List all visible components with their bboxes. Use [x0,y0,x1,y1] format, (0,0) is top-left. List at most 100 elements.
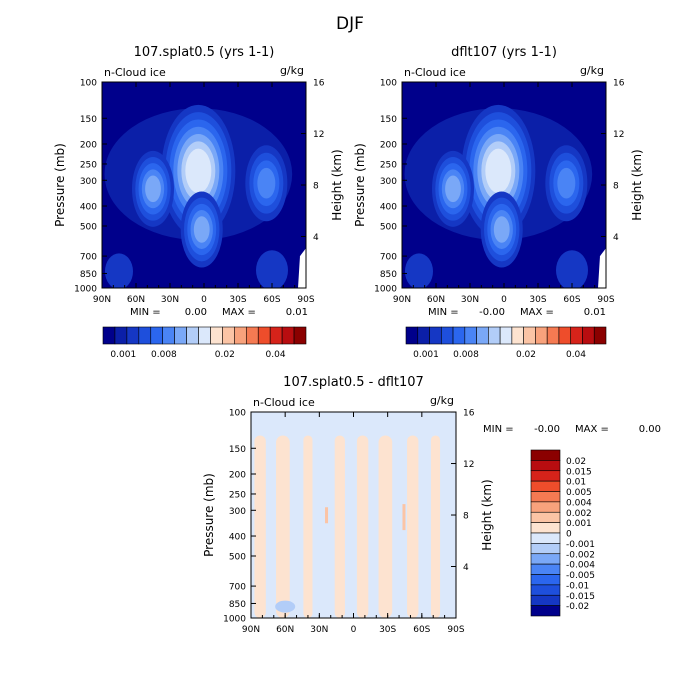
x-tick-label: 30N [310,625,328,635]
colorbar-swatch [499,326,513,345]
units-label: g/kg [580,64,604,77]
colorbar-swatch [546,326,560,345]
colorbar-tick-label: 0.015 [566,467,592,477]
y-tick-label: 700 [380,253,397,263]
stats-line-0: MIN = 0.00 MAX = 0.01 [130,307,308,318]
y-tick-label: 300 [380,177,397,187]
x-tick-label: 90N [242,625,260,635]
min-value: -0.00 [479,307,505,318]
y2-tick-label: 8 [613,182,619,192]
x-tick-label: 60S [413,625,430,635]
y2-tick-label: 4 [463,563,469,573]
colorbar-tick-label: -0.004 [566,561,595,571]
colorbar-2: 0.020.0150.010.0050.0040.0020.0010-0.001… [530,449,595,617]
diff-spot-negative [275,600,296,613]
x-tick-label: 90S [597,295,614,305]
colorbar-swatch [530,594,561,606]
colorbar-swatch [281,326,295,345]
x-tick-label: 30S [379,625,396,635]
diff-spot-positive [325,507,329,524]
contour-surface-lobe [556,250,588,288]
y-tick-label: 200 [380,141,397,151]
colorbar-tick-label: 0.02 [566,457,586,467]
contour-lower-tropical-lobe-5 [193,216,210,243]
y-tick-label: 200 [80,141,97,151]
max-value: 0.01 [584,307,606,318]
colorbar-tick-label: -0.01 [566,581,589,591]
contour-southern-midlat-maximum-4 [257,167,276,199]
colorbar-swatch [210,326,223,345]
y2-tick-label: 8 [313,182,319,192]
colorbar-tick-label: 0.001 [110,350,136,360]
y-tick-label: 500 [229,552,246,562]
x-tick-label: 30N [161,295,179,305]
panel-title: 107.splat0.5 - dflt107 [283,375,424,390]
colorbar-swatch [452,326,466,345]
variable-label: n-Cloud ice [404,66,466,79]
x-tick-label: 30S [229,295,246,305]
colorbar-tick-label: 0.01 [566,478,586,488]
colorbar-swatch [150,326,164,345]
variable-label: n-Cloud ice [253,396,315,409]
field-contours [402,82,606,288]
max-label: MAX = [575,424,609,435]
colorbar-swatch [530,501,561,513]
colorbar-swatch [222,326,235,345]
colorbar-swatch [530,584,561,596]
colorbar-swatch [257,326,271,345]
x-tick-label: 60N [276,625,294,635]
colorbar-swatch [535,326,548,345]
diff-spot-positive [402,504,406,531]
contour-surface-lobe [256,250,288,288]
y-tick-label: 400 [229,533,246,543]
colorbar-tick-label: 0.008 [151,350,177,360]
field-contours [102,82,306,288]
y2-tick-label: 12 [463,460,474,470]
field-contours [251,412,456,618]
units-label: g/kg [430,394,454,407]
x-tick-label: 90N [393,295,411,305]
colorbar-swatch [523,326,536,345]
min-label: MIN = [130,307,161,318]
x-tick-label: 90N [93,295,111,305]
min-label: MIN = [428,307,459,318]
panel-axes-1: 90N 60N 30N 0 30S 60S 90S 100 150 200 250 300 400 500… [353,45,644,305]
y-tick-label: 850 [380,270,397,280]
diff-stripe [407,435,419,618]
y2-tick-label: 12 [613,130,624,140]
colorbar-tick-label: 0.005 [566,488,592,498]
y-tick-label: 150 [380,115,397,125]
panel-axes-0: 90N 60N 30N 0 30S 60S 90S 100 150 200 250 300 400 500… [53,45,344,305]
y-tick-label: 400 [80,203,97,213]
diff-stripe [378,435,393,618]
colorbar-tick-label: -0.001 [566,540,595,550]
colorbar-swatch [293,326,307,345]
stats-line-2: MIN = -0.00 MAX = 0.00 [483,424,661,435]
diff-stripe [276,435,290,618]
panel-title: dflt107 (yrs 1-1) [451,45,557,60]
diff-stripe [303,435,313,618]
colorbar-swatch [530,532,561,544]
colorbar-swatch [138,326,152,345]
x-tick-label: 0 [351,625,357,635]
contour-tropical-maximum-8 [489,155,508,186]
colorbar-swatch [464,326,477,345]
colorbar-swatch [530,449,561,461]
y2-axis-label: Height (km) [330,149,344,220]
x-tick-label: 90S [447,625,464,635]
colorbar-tick-label: -0.02 [566,602,589,612]
max-label: MAX = [520,307,554,318]
colorbar-swatch [582,326,595,345]
colorbar-swatch [511,326,524,345]
panel-field-2 [251,412,456,618]
colorbar-swatch [417,326,430,345]
colorbar-tick-label: 0.02 [516,350,536,360]
contour-northern-midlat-maximum-5 [145,175,161,203]
y-tick-label: 1000 [223,615,246,625]
colorbar-swatch [186,326,199,345]
y-tick-label: 850 [80,270,97,280]
y-tick-label: 150 [80,115,97,125]
colorbar-swatch [530,491,561,503]
min-value: 0.00 [185,307,207,318]
